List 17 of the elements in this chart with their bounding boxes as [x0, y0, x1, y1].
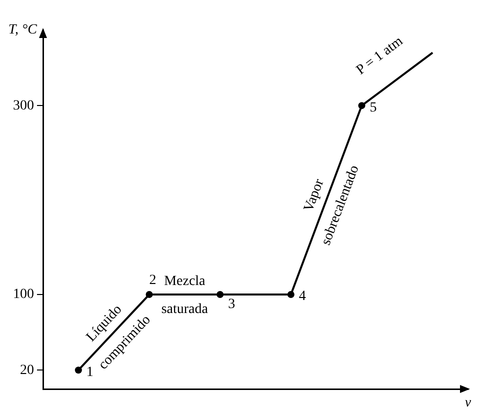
annotation: 4: [298, 289, 306, 304]
point: [146, 291, 153, 298]
y-tick-label: 300: [13, 98, 34, 114]
annotation: 3: [228, 297, 236, 312]
x-axis-title: v: [464, 396, 472, 409]
point: [287, 291, 294, 298]
y-axis-title: T, °C: [8, 22, 38, 38]
point: [216, 291, 224, 298]
annotation: 1: [86, 364, 94, 380]
annotation: P = 1 atm: [354, 34, 406, 78]
point: [358, 102, 366, 110]
annotation: 2: [149, 273, 156, 288]
point: [74, 366, 82, 374]
y-tick-label: 100: [13, 287, 34, 302]
annotation: 5: [370, 100, 377, 116]
annotation: Mezcla saturada: [161, 274, 209, 318]
y-tick-label: 20: [20, 362, 34, 378]
